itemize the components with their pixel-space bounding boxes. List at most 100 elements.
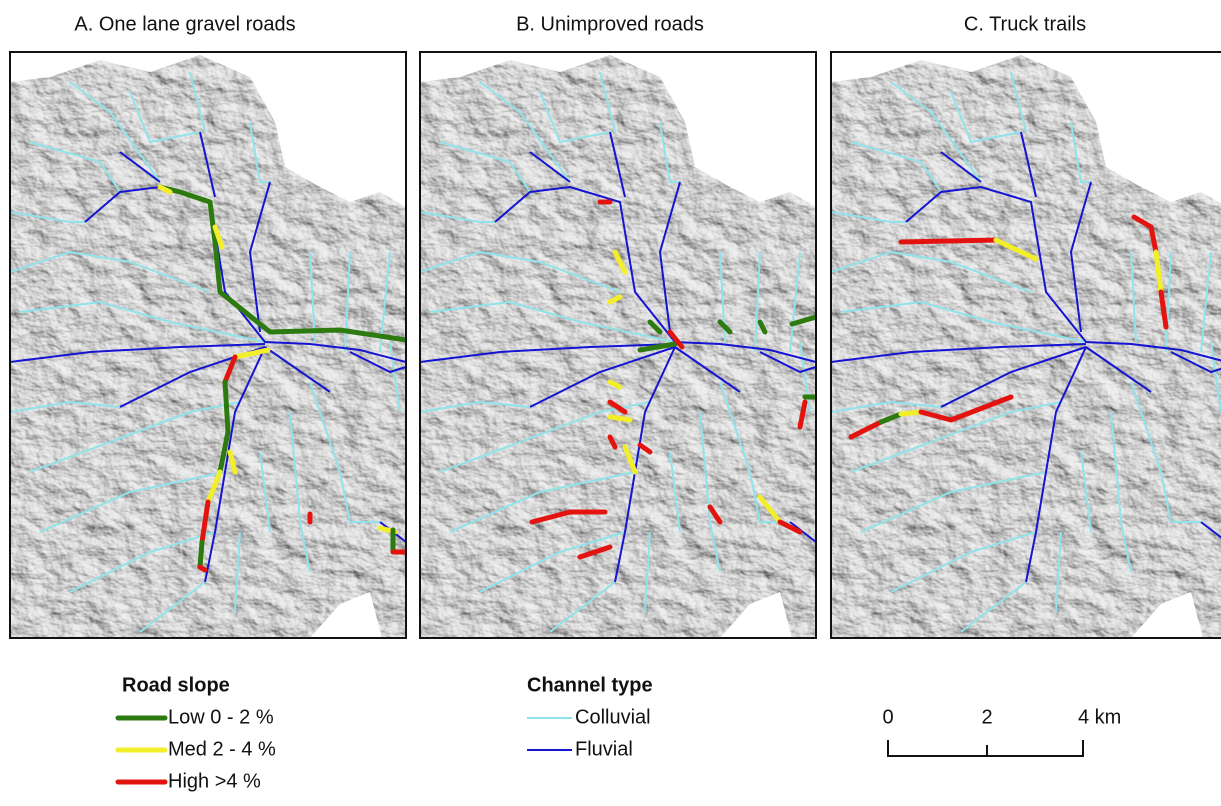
colluvial-channel [950, 91, 1022, 144]
scale-label: 4 km [1078, 706, 1121, 728]
map-content [420, 55, 816, 638]
road [612, 249, 628, 275]
colluvial-channel [289, 411, 311, 573]
scale-bar: 0 2 4 km [882, 706, 1121, 757]
legend-label: Fluvial [575, 738, 633, 760]
road [222, 354, 238, 385]
fluvial-channel [609, 131, 626, 198]
colluvial-channel [831, 400, 942, 413]
road [848, 419, 884, 440]
fluvial-channel [940, 346, 1087, 408]
colluvial-channel [719, 381, 761, 523]
colluvial-channel [549, 581, 616, 633]
colluvial-channel [699, 411, 721, 573]
road [607, 399, 628, 415]
colluvial-channel [831, 250, 1032, 293]
road [993, 237, 1039, 262]
colluvial-channel [29, 141, 121, 193]
fluvial-channel [529, 346, 676, 408]
colluvial-channel [139, 581, 206, 633]
fluvial-channel [349, 351, 406, 374]
colluvial-channel [831, 211, 906, 223]
fluvial-channel [1200, 521, 1221, 539]
road [232, 347, 271, 360]
road [1153, 249, 1164, 295]
colluvial-channel [39, 471, 226, 533]
colluvial-channel [449, 471, 636, 533]
colluvial-channel [479, 531, 626, 593]
fluvial-channel [204, 346, 266, 583]
panel-title: C. Truck trails [964, 13, 1086, 35]
map-panel [419, 51, 817, 639]
colluvial-channel [420, 211, 495, 223]
road [647, 319, 663, 335]
fluvial-channel [1170, 351, 1221, 374]
road [205, 469, 223, 505]
scale-label: 2 [981, 706, 992, 728]
colluvial-channel [1130, 381, 1172, 523]
fluvial-channel [199, 131, 216, 198]
road [707, 504, 723, 525]
colluvial-channel [539, 91, 611, 144]
colluvial-channel [669, 451, 681, 533]
colluvial-channel [890, 81, 982, 183]
road [157, 184, 173, 195]
road [607, 434, 618, 450]
colluvial-channel [344, 251, 351, 353]
legend-label: Low 0 - 2 % [168, 706, 274, 728]
panel-frame [419, 51, 817, 639]
road [622, 444, 638, 475]
fluvial-channel [529, 151, 571, 183]
fluvial-channel [119, 151, 161, 183]
road [898, 409, 924, 417]
colluvial-channel [659, 121, 680, 183]
colluvial-channel [69, 531, 216, 593]
colluvial-channel [1210, 341, 1221, 413]
road [607, 294, 623, 305]
road [777, 519, 803, 535]
colluvial-channel [479, 81, 571, 183]
fluvial-channel [674, 346, 741, 393]
colluvial-channel [10, 400, 121, 413]
colluvial-channel [850, 141, 942, 193]
colluvial-channel [960, 581, 1027, 633]
fluvial-channel [84, 185, 406, 363]
colluvial-channel [29, 401, 241, 473]
road [637, 442, 653, 455]
colluvial-channel [1055, 531, 1062, 613]
legend-title: Road slope [122, 674, 230, 696]
colluvial-channel [754, 251, 761, 353]
colluvial-channel [1165, 251, 1172, 353]
panel-title: B. Unimproved roads [516, 13, 704, 35]
colluvial-channel [69, 81, 161, 183]
road [529, 509, 608, 525]
colluvial-channel [420, 400, 531, 413]
road [757, 319, 768, 335]
fluvial-channel [940, 151, 982, 183]
colluvial-channel [599, 71, 616, 133]
legend-label: Med 2 - 4 % [168, 738, 276, 760]
fluvial-channel [1025, 346, 1087, 583]
road [577, 544, 613, 560]
panel-frame [830, 51, 1221, 639]
colluvial-channel [389, 341, 401, 413]
road [199, 499, 211, 545]
fluvial-channel [10, 343, 266, 363]
colluvial-channel [1110, 411, 1132, 573]
colluvial-channel [860, 471, 1047, 533]
panel-title: A. One lane gravel roads [74, 13, 295, 35]
road [717, 319, 733, 335]
road [227, 449, 238, 475]
road [607, 414, 633, 423]
colluvial-channel [19, 300, 266, 343]
fluvial-channel [905, 185, 1221, 362]
map-panel [830, 51, 1221, 639]
fluvial-channel [420, 343, 676, 363]
colluvial-channel [420, 250, 621, 293]
colluvial-channel [234, 531, 241, 613]
colluvial-channel [1080, 451, 1092, 533]
colluvial-channel [1070, 121, 1091, 183]
colluvial-channel [10, 250, 211, 293]
colluvial-channel [439, 401, 651, 473]
